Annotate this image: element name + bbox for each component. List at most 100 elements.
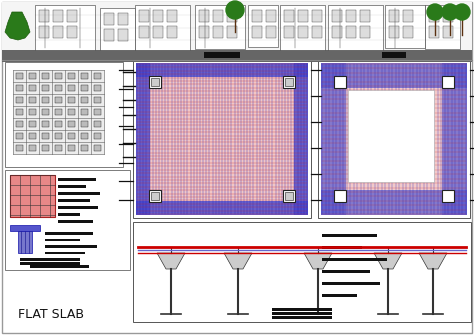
Bar xyxy=(283,76,295,88)
Bar xyxy=(81,109,88,115)
Bar xyxy=(42,97,49,103)
Circle shape xyxy=(226,1,244,19)
Bar xyxy=(45,252,85,254)
Bar xyxy=(55,73,62,79)
Bar xyxy=(151,78,159,86)
Bar xyxy=(118,13,128,25)
Bar xyxy=(442,190,454,202)
Bar xyxy=(167,10,177,22)
Bar xyxy=(442,63,467,215)
Bar xyxy=(58,206,98,208)
Bar xyxy=(133,60,311,218)
Bar xyxy=(332,26,342,38)
Bar xyxy=(42,85,49,91)
Bar xyxy=(68,97,75,103)
Polygon shape xyxy=(304,253,332,269)
Circle shape xyxy=(442,4,458,20)
Bar xyxy=(280,5,325,50)
Bar xyxy=(252,26,262,38)
Bar xyxy=(318,60,470,218)
Bar xyxy=(94,85,101,91)
Bar xyxy=(272,316,332,319)
Bar xyxy=(312,26,322,38)
Bar xyxy=(16,145,23,151)
Bar xyxy=(42,109,49,115)
Bar xyxy=(133,222,471,322)
Bar xyxy=(20,258,80,261)
Bar xyxy=(266,10,276,22)
Bar xyxy=(248,5,278,47)
Bar xyxy=(81,145,88,151)
Bar xyxy=(29,85,36,91)
Polygon shape xyxy=(224,253,252,269)
Bar xyxy=(322,258,387,261)
Circle shape xyxy=(454,4,470,20)
Bar xyxy=(58,213,80,215)
Bar xyxy=(153,26,163,38)
Bar xyxy=(42,133,49,139)
Bar xyxy=(53,26,63,38)
Polygon shape xyxy=(374,253,402,269)
Bar xyxy=(389,10,399,22)
Bar xyxy=(55,145,62,151)
Bar xyxy=(68,109,75,115)
Bar xyxy=(139,26,149,38)
Bar xyxy=(272,308,332,311)
Circle shape xyxy=(427,4,443,20)
Bar xyxy=(16,109,23,115)
Bar xyxy=(149,190,161,202)
Bar xyxy=(94,133,101,139)
Bar xyxy=(16,121,23,127)
Polygon shape xyxy=(419,253,447,269)
Bar xyxy=(16,133,23,139)
Bar xyxy=(298,26,308,38)
Bar xyxy=(346,10,356,22)
Bar xyxy=(389,26,399,38)
Bar xyxy=(13,70,104,154)
Bar xyxy=(284,26,294,38)
Bar xyxy=(213,10,223,22)
Bar xyxy=(104,13,114,25)
Bar xyxy=(58,178,96,181)
Bar xyxy=(443,10,453,22)
Bar xyxy=(136,63,308,77)
Bar xyxy=(348,90,434,182)
Bar xyxy=(45,239,80,241)
Bar xyxy=(29,109,36,115)
Bar xyxy=(68,133,75,139)
Bar xyxy=(94,121,101,127)
Bar xyxy=(29,133,36,139)
Bar xyxy=(68,121,75,127)
Bar xyxy=(94,145,101,151)
Bar xyxy=(55,97,62,103)
Bar xyxy=(55,121,62,127)
Polygon shape xyxy=(157,253,185,269)
Bar xyxy=(429,26,439,38)
Bar xyxy=(35,5,95,50)
Bar xyxy=(322,270,370,272)
Bar xyxy=(204,52,240,55)
Bar xyxy=(29,73,36,79)
Bar xyxy=(81,73,88,79)
Bar xyxy=(151,192,159,200)
Bar xyxy=(10,225,40,231)
Bar xyxy=(403,26,413,38)
Bar xyxy=(136,63,150,215)
Bar xyxy=(55,133,62,139)
Bar xyxy=(136,63,308,215)
Bar xyxy=(94,109,101,115)
Bar xyxy=(55,85,62,91)
Bar xyxy=(2,2,472,60)
Bar xyxy=(20,262,80,265)
Bar xyxy=(16,97,23,103)
Bar xyxy=(283,190,295,202)
Bar xyxy=(55,109,62,115)
Bar xyxy=(442,76,454,88)
Bar xyxy=(199,10,209,22)
Bar xyxy=(285,78,293,86)
Bar xyxy=(334,190,346,202)
Bar xyxy=(16,73,23,79)
Bar xyxy=(294,63,308,215)
Bar xyxy=(322,282,380,284)
Bar xyxy=(45,265,89,268)
